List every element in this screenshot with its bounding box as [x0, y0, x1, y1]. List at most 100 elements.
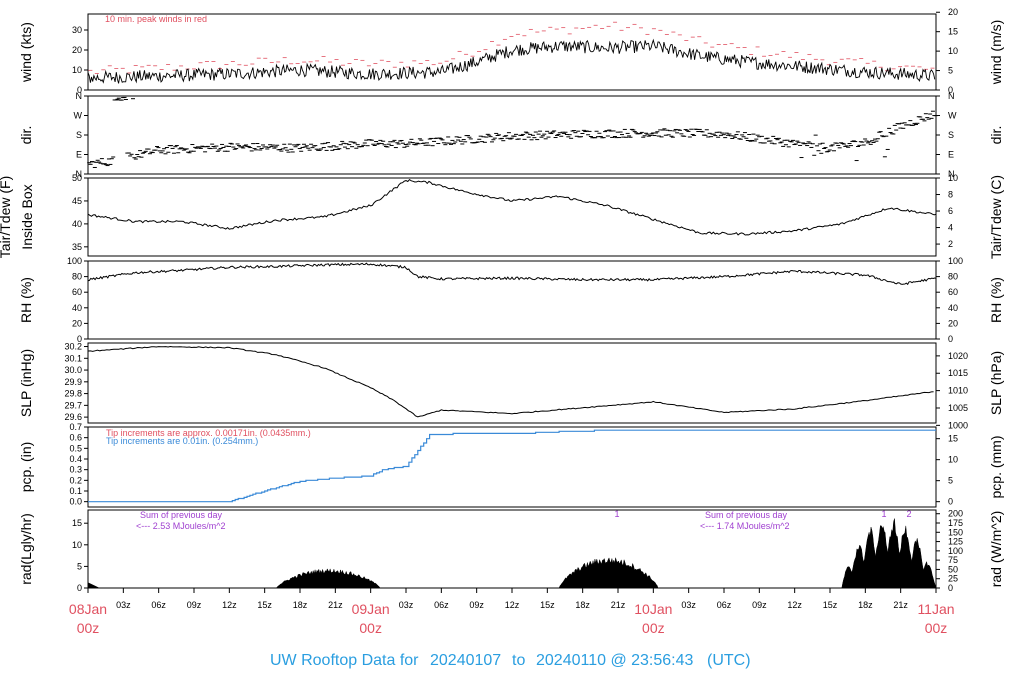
x-tick-label: 12z	[222, 600, 237, 610]
temp-right-tick-label: 4	[948, 223, 953, 233]
pcp-left-tick-label: 0.0	[69, 497, 82, 507]
radiation-sum-right-line2: <--- 1.74 MJoules/m^2	[700, 521, 790, 531]
panel-frame	[87, 260, 937, 340]
wind-right-tick-label: 0	[948, 85, 953, 95]
rh-left-tick-label: 60	[72, 287, 82, 297]
wind-right-tick-label: 5	[948, 66, 953, 76]
chart-marks	[87, 21, 938, 589]
tip-increment-blue-note: Tip increments are 0.01in. (0.254mm.)	[106, 436, 258, 446]
x-tick-label: 12z	[505, 600, 520, 610]
slp-left-tick-label: 30.1	[64, 353, 82, 363]
x-tick-label: 15z	[540, 600, 555, 610]
wind-left-tick-label: 30	[72, 25, 82, 35]
day-tick-date: 11Jan	[917, 601, 954, 617]
footer-to: to	[512, 652, 525, 669]
pcp-left-tick-label: 0.2	[69, 475, 82, 485]
dir-right-tick-label: E	[948, 150, 954, 160]
rad-right-tick-label: 25	[948, 574, 958, 584]
rh-right-tick-label: 20	[948, 318, 958, 328]
rad-right-tick-label: 50	[948, 564, 958, 574]
temp-right-tick-label: 10	[948, 173, 958, 183]
rad-right-tick-label: 125	[948, 537, 963, 547]
x-tick-label: 09z	[469, 600, 484, 610]
rad-right-tick-label: 75	[948, 555, 958, 565]
footer-start-date: 20240107	[430, 652, 501, 669]
temp-left-tick-label: 40	[72, 219, 82, 229]
wind-left-tick-label: 10	[72, 65, 82, 75]
rad-right-tick-label: 150	[948, 527, 963, 537]
rh-right-tick-label: 100	[948, 256, 963, 266]
rh-left-tick-label: 40	[72, 303, 82, 313]
panel-frame	[87, 426, 937, 508]
pcp-left-tick-label: 0.6	[69, 433, 82, 443]
rad-ylabel-left: rad(Lgly/hr)	[18, 513, 34, 585]
footer-end-date: 20240110 @ 23:56:43	[536, 652, 694, 669]
rad-left-tick-label: 0	[77, 583, 82, 593]
slp-right-tick-label: 1000	[948, 420, 968, 430]
rad-left-tick-label: 15	[72, 518, 82, 528]
slp-ylabel-right: SLP (hPa)	[988, 351, 1004, 415]
panel-frame	[87, 13, 937, 91]
dir-left-tick-label: W	[74, 111, 83, 121]
temp-right-tick-label: 8	[948, 190, 953, 200]
rh-ylabel-right: RH (%)	[988, 277, 1004, 323]
dir-right-tick-label: N	[948, 169, 955, 179]
panel-frame	[87, 177, 937, 257]
wind-left-tick-label: 0	[77, 85, 82, 95]
day-tick-date: 09Jan	[352, 601, 390, 617]
dir-ylabel-right: dir.	[988, 126, 1004, 145]
pcp-ylabel-left: pcp. (in)	[18, 442, 34, 493]
rad-right-tick-label: 100	[948, 546, 963, 556]
x-tick-label: 06z	[717, 600, 732, 610]
radiation-area	[558, 557, 659, 589]
rh-left-tick-label: 20	[72, 318, 82, 328]
rad-left-tick-label: 10	[72, 540, 82, 550]
x-tick-label: 18z	[293, 600, 308, 610]
radiation-marker: 1	[881, 509, 886, 519]
wind-ylabel-right: wind (m/s)	[988, 20, 1004, 86]
radiation-area	[841, 518, 937, 589]
rad-right-tick-label: 175	[948, 518, 963, 528]
dir-left-tick-label: N	[76, 91, 83, 101]
slp-left-tick-label: 29.8	[64, 389, 82, 399]
wind-left-tick-label: 20	[72, 45, 82, 55]
pcp-right-tick-label: 15	[948, 434, 958, 444]
x-tick-label: 21z	[328, 600, 343, 610]
chart-panels	[84, 11, 940, 593]
x-tick-label: 15z	[257, 600, 272, 610]
pcp-right-tick-label: 10	[948, 455, 958, 465]
precipitation-line	[88, 429, 936, 503]
rh-left-tick-label: 0	[77, 334, 82, 344]
panel-frame	[87, 95, 937, 175]
slp-right-tick-label: 1015	[948, 368, 968, 378]
pcp-left-tick-label: 0.3	[69, 465, 82, 475]
pcp-left-tick-label: 0.4	[69, 454, 82, 464]
pcp-left-tick-label: 0.1	[69, 486, 82, 496]
day-tick-hour: 00z	[359, 620, 382, 636]
radiation-sum-left-line1: Sum of previous day	[140, 510, 223, 520]
wind-ylabel-left: wind (kts)	[18, 22, 34, 83]
temp-left-tick-label: 35	[72, 242, 82, 252]
wind-right-tick-label: 10	[948, 46, 958, 56]
temp-ylabel-left-line1: Tair/Tdew (F)	[0, 176, 13, 258]
pcp-right-tick-label: 5	[948, 476, 953, 486]
x-tick-label: 18z	[858, 600, 873, 610]
radiation-area	[275, 567, 381, 589]
rh-right-tick-label: 80	[948, 272, 958, 282]
wind-right-tick-label: 20	[948, 7, 958, 17]
slp-left-tick-label: 29.6	[64, 412, 82, 422]
rh-left-tick-label: 80	[72, 272, 82, 282]
temperature-line	[87, 178, 937, 236]
rad-left-tick-label: 5	[77, 561, 82, 571]
x-tick-label: 03z	[399, 600, 414, 610]
slp-left-tick-label: 30.2	[64, 342, 82, 352]
footer-timezone: (UTC)	[707, 652, 751, 669]
rh-right-tick-label: 60	[948, 287, 958, 297]
slp-left-tick-label: 29.7	[64, 400, 82, 410]
temp-left-tick-label: 45	[72, 196, 82, 206]
pcp-left-tick-label: 0.5	[69, 443, 82, 453]
x-tick-label: 03z	[116, 600, 131, 610]
rh-ylabel-left: RH (%)	[18, 277, 34, 323]
radiation-marker: 1	[614, 509, 619, 519]
rad-right-tick-label: 200	[948, 509, 963, 519]
